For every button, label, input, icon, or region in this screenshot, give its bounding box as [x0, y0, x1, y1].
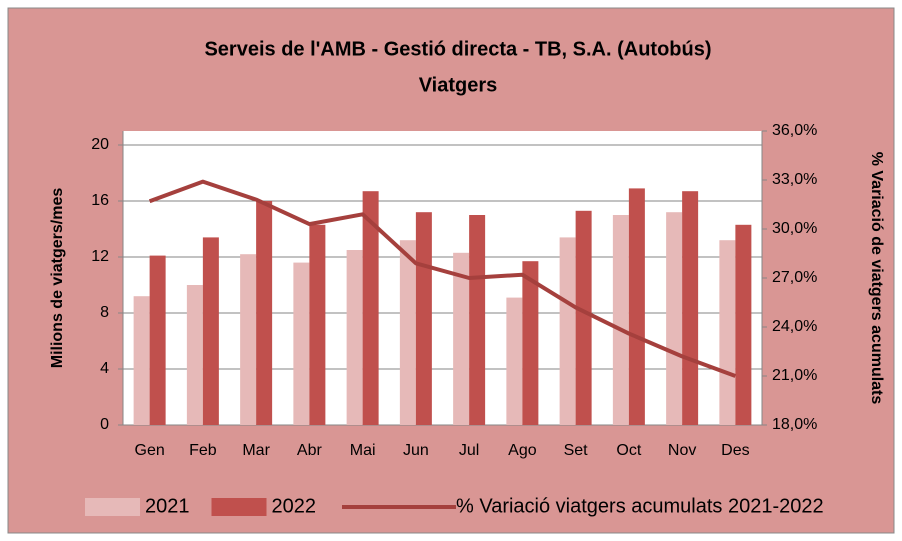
bar: [469, 215, 486, 425]
bar: [362, 191, 379, 425]
bar: [453, 252, 470, 425]
bar: [559, 237, 576, 425]
plot-area: [123, 131, 762, 425]
x-tick-label: Mar: [242, 442, 270, 459]
bar: [666, 212, 683, 425]
bar: [149, 255, 166, 425]
bar: [612, 215, 629, 425]
x-tick-label: Mai: [350, 442, 376, 459]
chart-title: Serveis de l'AMB - Gestió directa - TB, …: [204, 38, 711, 60]
y-tick-label: 8: [100, 304, 109, 321]
bar: [415, 212, 432, 425]
x-tick-label: Jul: [459, 442, 479, 459]
legend-label: 2021: [145, 495, 190, 517]
x-tick-label: Des: [721, 442, 749, 459]
y2-tick-label: 33,0%: [772, 171, 817, 188]
bar: [575, 210, 592, 425]
bar: [628, 188, 645, 425]
x-tick-label: Feb: [189, 442, 217, 459]
x-tick-label: Ago: [508, 442, 537, 459]
x-tick-label: Oct: [616, 442, 641, 459]
y2-axis-title: % Variació de viatgers acumulats: [868, 152, 885, 405]
y2-tick-label: 30,0%: [772, 220, 817, 237]
y-axis-title: Milions de viatgers/mes: [49, 188, 66, 369]
y-tick-label: 0: [100, 416, 109, 433]
bar: [240, 254, 257, 425]
y-tick-label: 16: [91, 192, 109, 209]
y2-tick-label: 18,0%: [772, 416, 817, 433]
line: [148, 179, 737, 378]
bar: [293, 262, 310, 425]
y-tick-label: 20: [91, 136, 109, 153]
legend-label: 2022: [272, 495, 317, 517]
x-tick-label: Abr: [297, 442, 323, 459]
bar: [522, 261, 539, 425]
bar: [346, 250, 363, 425]
bar: [256, 201, 273, 425]
x-tick-label: Set: [564, 442, 589, 459]
x-tick-label: Gen: [135, 442, 165, 459]
bar: [682, 191, 699, 425]
bar: [186, 285, 203, 425]
x-tick-label: Jun: [403, 442, 429, 459]
y2-tick-label: 36,0%: [772, 122, 817, 139]
chart-subtitle: Viatgers: [419, 74, 498, 96]
bar: [399, 240, 416, 425]
y2-tick-label: 24,0%: [772, 318, 817, 335]
bar: [735, 224, 752, 425]
y2-tick-label: 27,0%: [772, 269, 817, 286]
y-tick-label: 4: [100, 360, 109, 377]
legend-swatch: [85, 498, 140, 516]
legend-label: % Variació viatgers acumulats 2021-2022: [456, 495, 824, 517]
bar: [309, 224, 326, 425]
x-tick-label: Nov: [668, 442, 696, 459]
y2-tick-label: 21,0%: [772, 367, 817, 384]
bar: [506, 297, 523, 425]
legend-swatch: [211, 498, 267, 516]
y-tick-label: 12: [91, 248, 109, 265]
bar: [133, 296, 150, 425]
bar: [719, 240, 736, 425]
bar: [202, 237, 219, 425]
